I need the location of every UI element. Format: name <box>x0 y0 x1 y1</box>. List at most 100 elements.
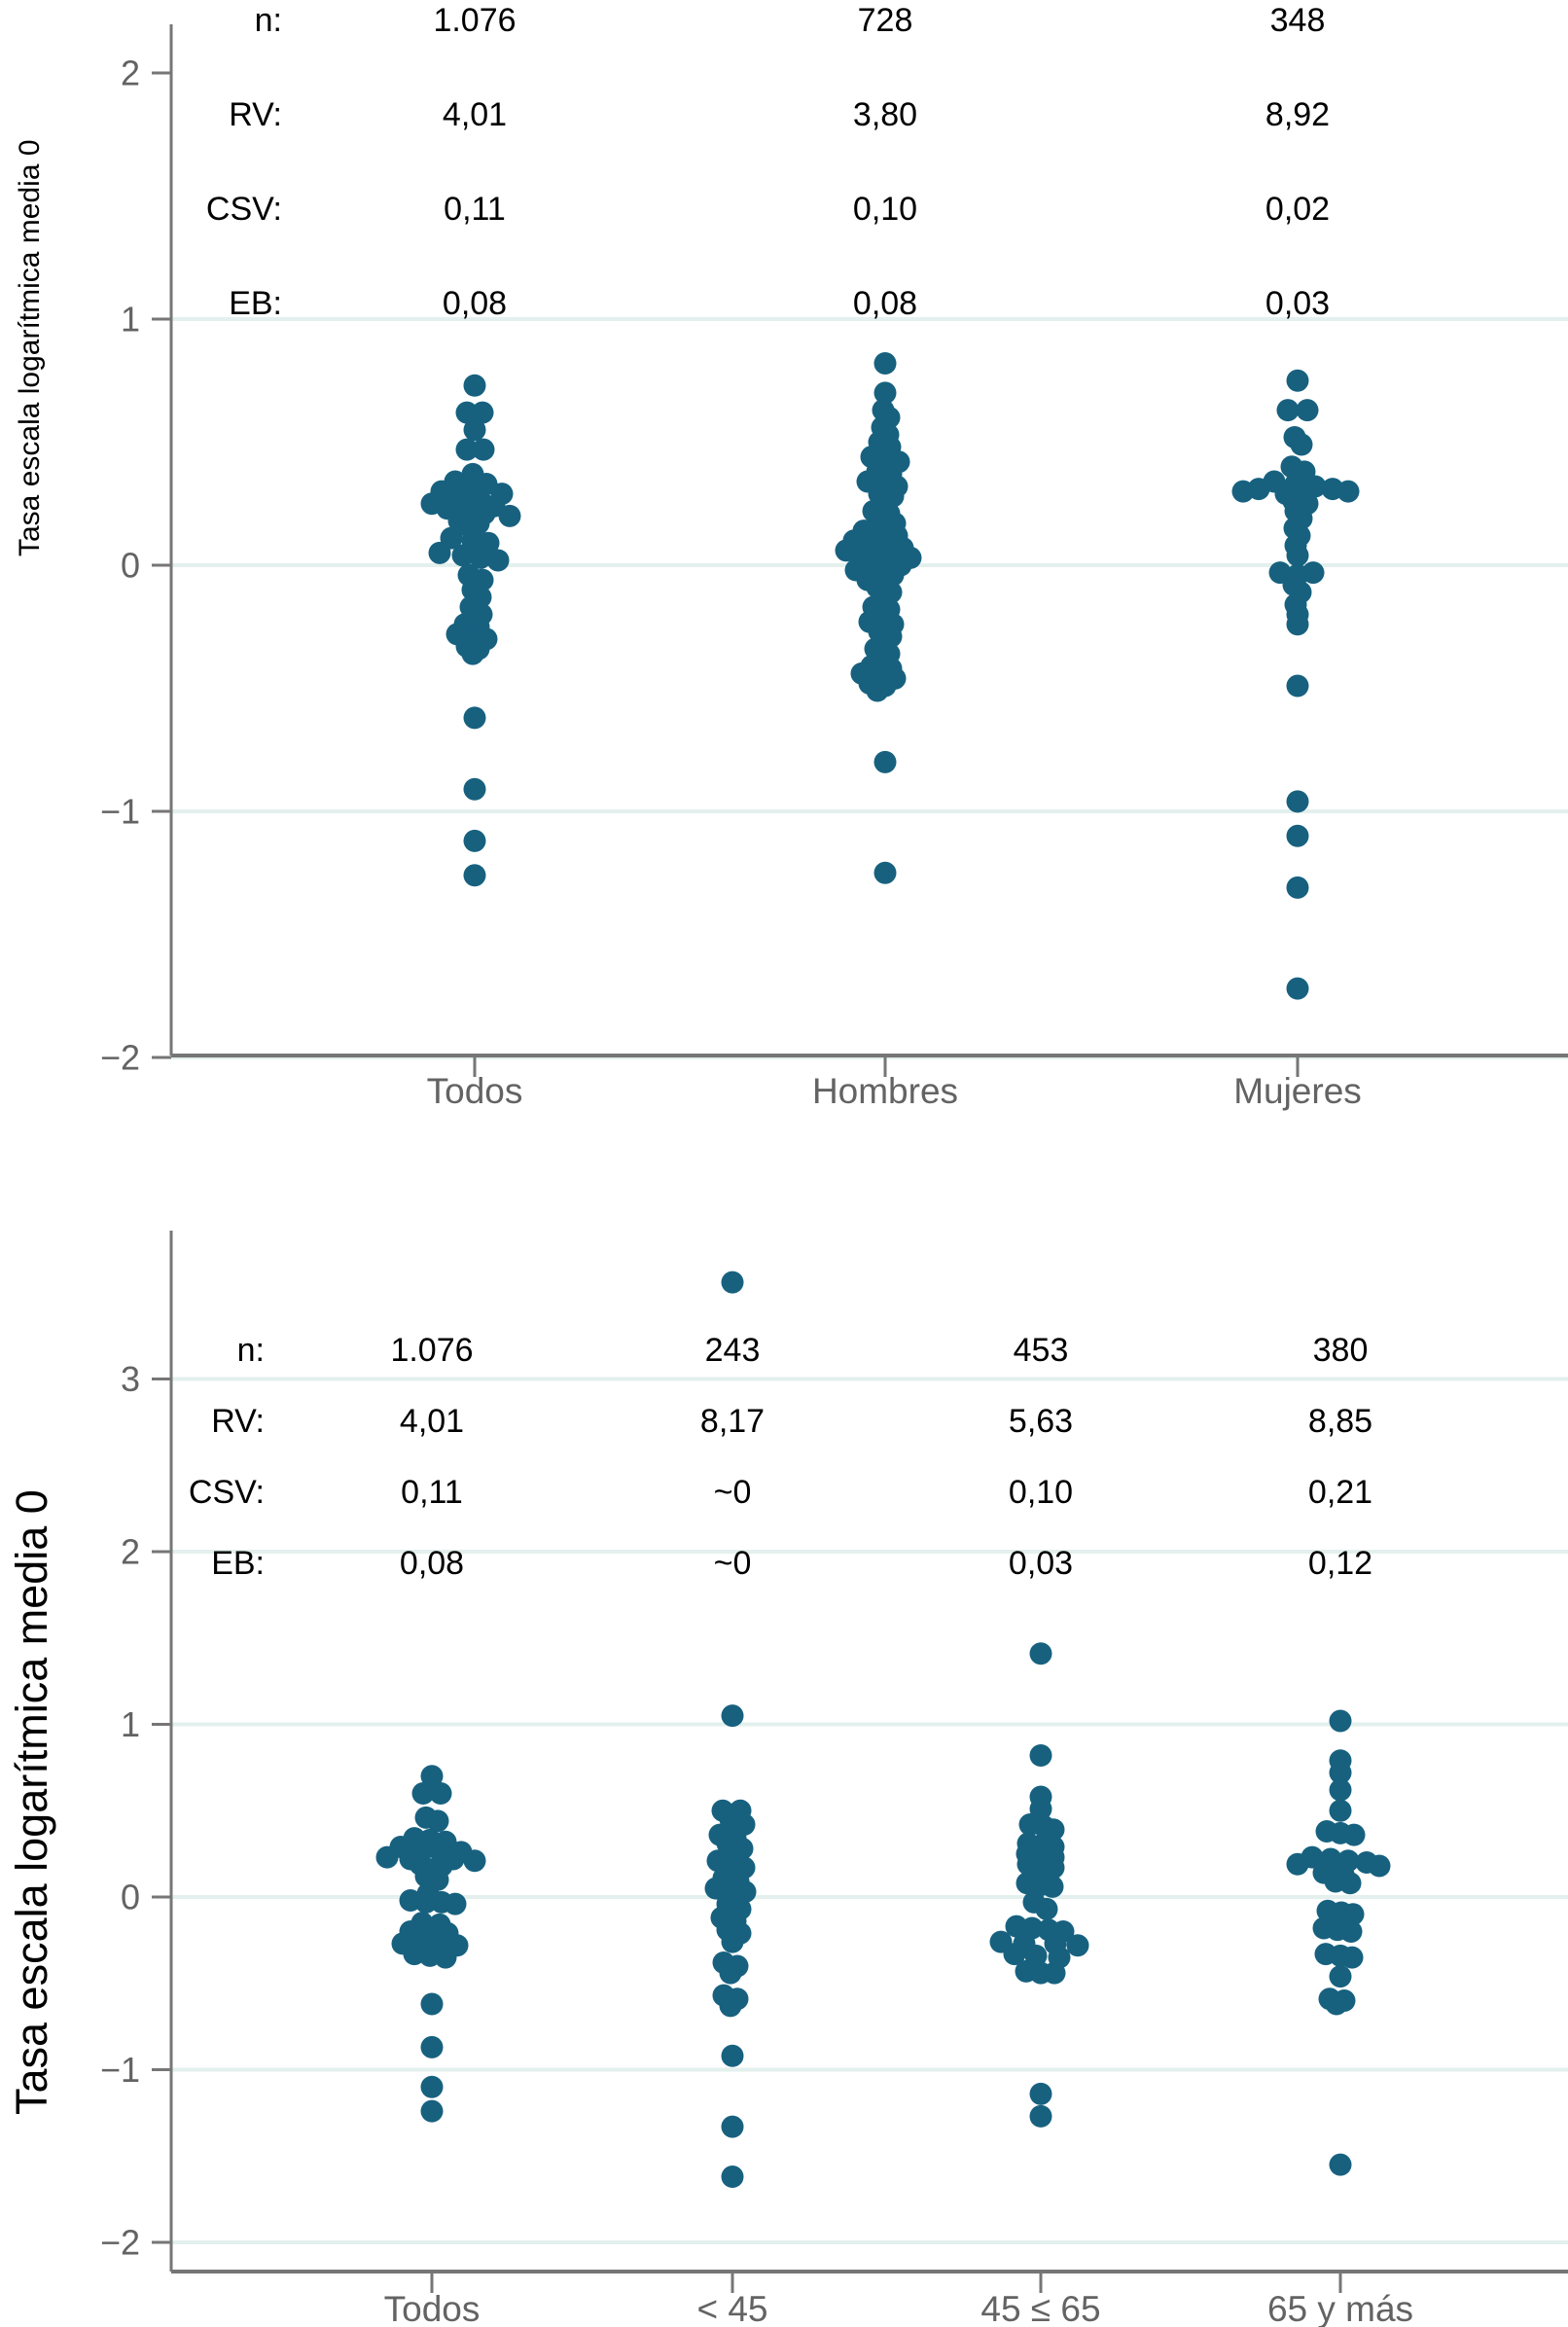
table-value: 0,08 <box>853 285 917 322</box>
table-row-label: n: <box>237 1332 265 1369</box>
data-point <box>463 706 486 730</box>
data-point <box>455 401 479 424</box>
y-tick-label: 2 <box>121 1532 140 1572</box>
data-point <box>420 2035 444 2058</box>
data-point <box>1231 480 1255 503</box>
data-point <box>461 642 484 665</box>
data-point <box>1342 1823 1366 1846</box>
table-value: 0,11 <box>444 191 506 228</box>
data-point <box>1286 369 1309 392</box>
data-point <box>1286 613 1309 636</box>
table-value: 0,03 <box>1265 285 1330 322</box>
table-row-label: n: <box>255 2 282 39</box>
table-row-label: RV: <box>229 96 282 133</box>
data-point <box>471 401 494 424</box>
table-value: 453 <box>1014 1332 1069 1369</box>
table-value: ~0 <box>714 1545 752 1582</box>
data-point <box>1329 1778 1352 1802</box>
data-point <box>1296 399 1319 422</box>
data-point <box>873 750 897 773</box>
data-point <box>463 418 486 442</box>
data-point <box>1041 1875 1064 1898</box>
category-label: 65 y más <box>1267 2289 1413 2327</box>
table-value: 4,01 <box>400 1403 464 1440</box>
data-point <box>1029 1743 1052 1767</box>
data-point <box>469 546 492 569</box>
data-point <box>1029 1642 1052 1665</box>
y-tick-label: 0 <box>121 1878 140 1917</box>
table-value: 243 <box>705 1332 761 1369</box>
category-label: Todos <box>384 2289 481 2327</box>
data-point <box>873 352 897 376</box>
data-point <box>866 679 889 702</box>
table-row-label: RV: <box>211 1403 265 1440</box>
data-point <box>721 1704 744 1728</box>
data-point <box>1325 1992 1348 2016</box>
table-value: 8,17 <box>700 1403 765 1440</box>
data-point <box>420 1992 444 2016</box>
data-point <box>472 438 495 461</box>
data-point <box>1286 1852 1309 1876</box>
data-point <box>414 1890 438 1914</box>
panel-edad: 3 2 1 0 −1 −2 Todos < 45 45 ≤ 65 65 y más n: 1.076 2… <box>100 1231 1568 2327</box>
data-point <box>1035 1897 1058 1920</box>
data-point <box>486 549 510 572</box>
table-value: 4,01 <box>443 96 507 133</box>
table-value: 1.076 <box>390 1332 473 1369</box>
y-tick-label: 1 <box>121 1704 140 1744</box>
data-point <box>426 1809 449 1833</box>
data-point <box>733 1880 757 1904</box>
table-value: 0,08 <box>443 285 507 322</box>
data-point <box>1338 1872 1362 1895</box>
table-value: 348 <box>1270 2 1326 39</box>
data-point <box>1329 2153 1352 2176</box>
data-point <box>1286 790 1309 813</box>
table-value: 0,12 <box>1308 1545 1372 1582</box>
data-point <box>1066 1934 1089 1957</box>
table-row-label: CSV: <box>206 191 282 228</box>
data-point <box>1329 1709 1352 1733</box>
panel-sexo: 2 1 0 −1 −2 Todos Hombres Mujeres n: 1.076 728 348 R… <box>100 2 1568 1111</box>
category-label: Mujeres <box>1233 1071 1362 1111</box>
data-point <box>455 438 479 461</box>
data-point <box>1042 1818 1065 1842</box>
data-point <box>463 1849 486 1873</box>
data-point <box>1286 824 1309 847</box>
category-label: 45 ≤ 65 <box>980 2289 1100 2327</box>
data-point <box>1301 561 1325 585</box>
data-point <box>1341 1903 1365 1926</box>
data-point <box>1368 1854 1391 1878</box>
table-value: 8,85 <box>1308 1403 1372 1440</box>
data-point <box>1286 544 1309 567</box>
data-point <box>1329 1799 1352 1822</box>
table-value: 0,03 <box>1009 1545 1073 1582</box>
y-tick-label: 3 <box>121 1359 140 1399</box>
y-tick-label: −1 <box>100 2050 140 2090</box>
table-value: 8,92 <box>1265 96 1330 133</box>
table-value: 0,21 <box>1308 1474 1372 1511</box>
data-point <box>420 2075 444 2098</box>
data-point <box>1029 2104 1052 2128</box>
table-value: 0,02 <box>1265 191 1330 228</box>
data-point <box>1329 1965 1352 1988</box>
table-value: 0,10 <box>1009 1474 1073 1511</box>
data-point <box>463 777 486 801</box>
table-value: ~0 <box>714 1474 752 1511</box>
data-point <box>420 2099 444 2123</box>
category-label: < 45 <box>696 2289 767 2327</box>
data-point <box>873 861 897 884</box>
data-point <box>463 864 486 887</box>
data-point <box>873 381 897 405</box>
table-row-label: EB: <box>211 1545 265 1582</box>
table-value: 3,80 <box>853 96 917 133</box>
data-point <box>411 1782 435 1805</box>
data-point <box>1329 1761 1352 1784</box>
y-tick-label: 2 <box>121 54 140 93</box>
data-point <box>375 1845 399 1869</box>
category-label: Todos <box>427 1071 523 1111</box>
y-axis-title-bottom: Tasa escala logarítmica media 0 <box>7 1489 56 2115</box>
data-point <box>1340 1946 1364 1969</box>
data-point <box>420 1765 444 1788</box>
table-row-label: CSV: <box>189 1474 265 1511</box>
data-point <box>1286 674 1309 698</box>
